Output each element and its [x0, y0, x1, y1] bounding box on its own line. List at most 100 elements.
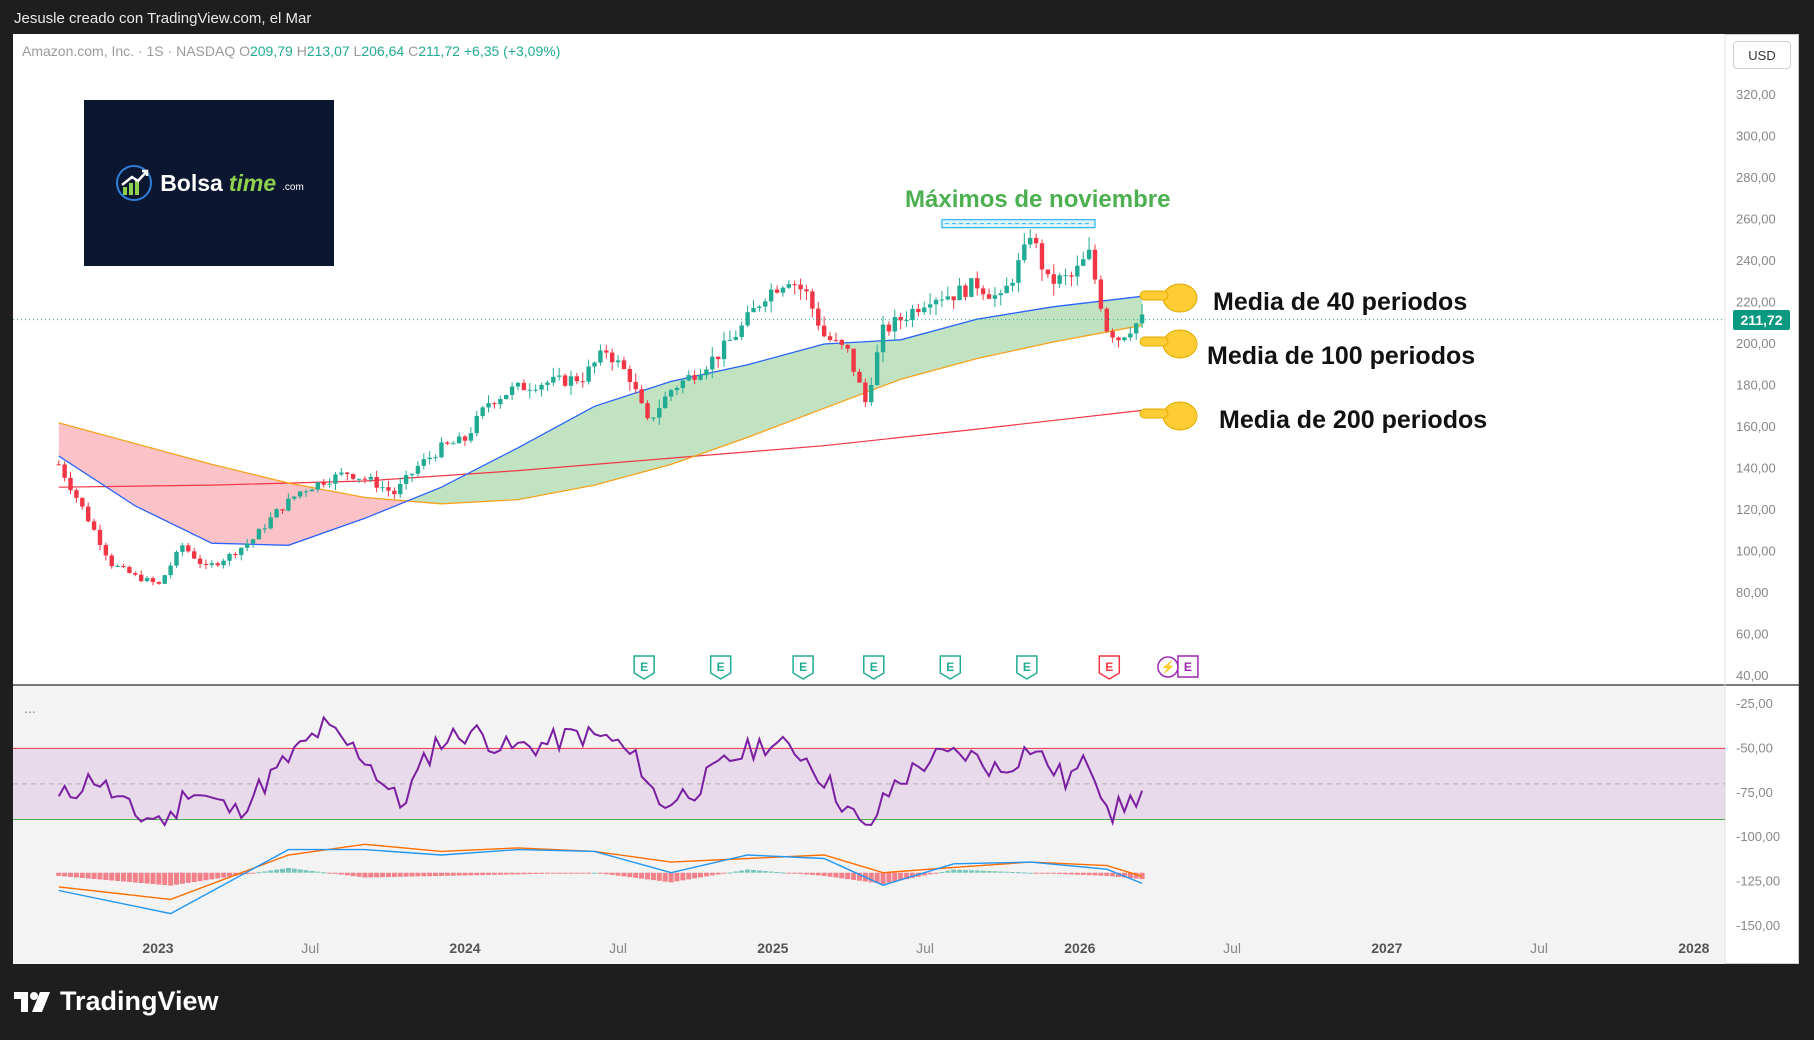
candle	[203, 559, 209, 570]
candle-body	[898, 317, 903, 321]
macd-histogram-bar	[156, 872, 162, 885]
tradingview-logo[interactable]: TradingView	[14, 986, 219, 1017]
macd-histogram-bar	[1068, 872, 1074, 875]
macd-histogram-bar	[592, 872, 598, 874]
candle	[704, 366, 709, 380]
logo-domain: .com	[282, 181, 304, 193]
macd-histogram-bar	[1074, 872, 1080, 875]
symbol-exchange: NASDAQ	[176, 43, 236, 59]
candle-body	[386, 487, 391, 491]
candle-body	[857, 371, 862, 383]
macd-histogram-bar	[527, 872, 533, 875]
macd-histogram-bar	[992, 871, 998, 873]
macd-histogram-bar	[68, 872, 74, 877]
candle-body	[545, 382, 550, 385]
candle-body	[839, 339, 845, 345]
macd-histogram-bar	[274, 869, 280, 873]
candle-body	[692, 375, 697, 380]
candle-body	[350, 474, 356, 479]
candle	[297, 491, 303, 499]
high-label: H	[296, 43, 307, 59]
macd-histogram-bar	[633, 872, 639, 878]
macd-histogram-bar	[126, 872, 132, 882]
hand-finger	[1139, 408, 1169, 419]
candle-body	[456, 436, 462, 444]
candle-body	[904, 320, 909, 322]
candle	[1069, 271, 1074, 287]
symbol-legend[interactable]: Amazon.com, Inc. · 1S · NASDAQ O209,79 H…	[22, 43, 561, 59]
candle	[1063, 268, 1068, 286]
macd-line	[58, 848, 1143, 915]
candle-body	[580, 381, 585, 383]
macd-histogram-bar	[456, 872, 462, 876]
macd-histogram-bar	[957, 869, 963, 873]
earnings-marker-letter: E	[1023, 660, 1031, 674]
candle-body	[474, 415, 479, 434]
time-tick-label: Jul	[916, 940, 934, 956]
hand-finger	[1139, 336, 1169, 347]
macd-histogram-bar	[332, 872, 338, 874]
candle	[515, 381, 521, 391]
candle	[527, 383, 532, 399]
candle-body	[763, 301, 768, 307]
candle-body	[398, 483, 403, 495]
candle	[880, 316, 886, 363]
candle	[886, 321, 892, 336]
macd-histogram-bar	[462, 872, 468, 876]
price-tick-label: 200,00	[1736, 336, 1776, 351]
candle	[1122, 336, 1127, 342]
candle-body	[1092, 249, 1098, 280]
candle-body	[957, 285, 962, 301]
candle-body	[368, 476, 373, 480]
candle	[85, 502, 91, 523]
candle	[262, 524, 268, 534]
candle-body	[845, 344, 850, 349]
macd-histogram-bar	[650, 872, 656, 881]
price-tick-label: 120,00	[1736, 502, 1776, 517]
macd-histogram-bar	[762, 870, 768, 873]
candle	[409, 473, 415, 483]
currency-button[interactable]: USD	[1733, 41, 1791, 69]
macd-histogram-bar	[197, 872, 203, 882]
candle	[757, 305, 762, 312]
indicator-tick-label: -100,00	[1736, 829, 1780, 844]
macd-histogram-bar	[998, 871, 1004, 873]
macd-histogram-bar	[615, 872, 621, 876]
macd-histogram-bar	[1010, 871, 1016, 873]
macd-histogram-bar	[368, 872, 374, 878]
candle-body	[1004, 285, 1009, 294]
candle-body	[910, 308, 915, 321]
candle	[227, 552, 232, 566]
bullish-cloud	[412, 296, 1143, 504]
candle	[427, 451, 432, 465]
macd-histogram-bar	[733, 871, 739, 873]
macd-histogram-bar	[144, 872, 150, 884]
candle	[150, 576, 156, 586]
candle-body	[504, 394, 509, 400]
candle-body	[462, 436, 468, 441]
candle	[551, 367, 556, 387]
macd-histogram-bar	[486, 872, 492, 875]
candle-body	[515, 382, 521, 387]
candle-body	[80, 497, 85, 507]
candle	[651, 417, 656, 422]
earnings-marker-shape	[709, 655, 732, 680]
macd-histogram-bar	[586, 872, 592, 874]
indicator-menu-dots[interactable]: ...	[24, 700, 36, 716]
macd-histogram-bar	[839, 872, 845, 879]
change-value: +6,35 (+3,09%)	[463, 43, 561, 59]
macd-histogram-bar	[627, 872, 633, 878]
tradingview-wordmark: TradingView	[60, 986, 219, 1016]
time-tick-label: 2023	[142, 940, 173, 956]
macd-histogram-bar	[362, 872, 368, 878]
macd-histogram-bar	[544, 872, 550, 874]
ma100-line	[58, 324, 1143, 505]
candle	[645, 400, 650, 421]
candle-body	[1133, 323, 1139, 334]
macd-histogram-bar	[509, 872, 515, 875]
candle-body	[662, 396, 668, 409]
candle-body	[168, 565, 173, 576]
macd-histogram-bar	[574, 872, 580, 874]
candle-body	[233, 553, 238, 556]
time-tick-label: Jul	[609, 940, 627, 956]
